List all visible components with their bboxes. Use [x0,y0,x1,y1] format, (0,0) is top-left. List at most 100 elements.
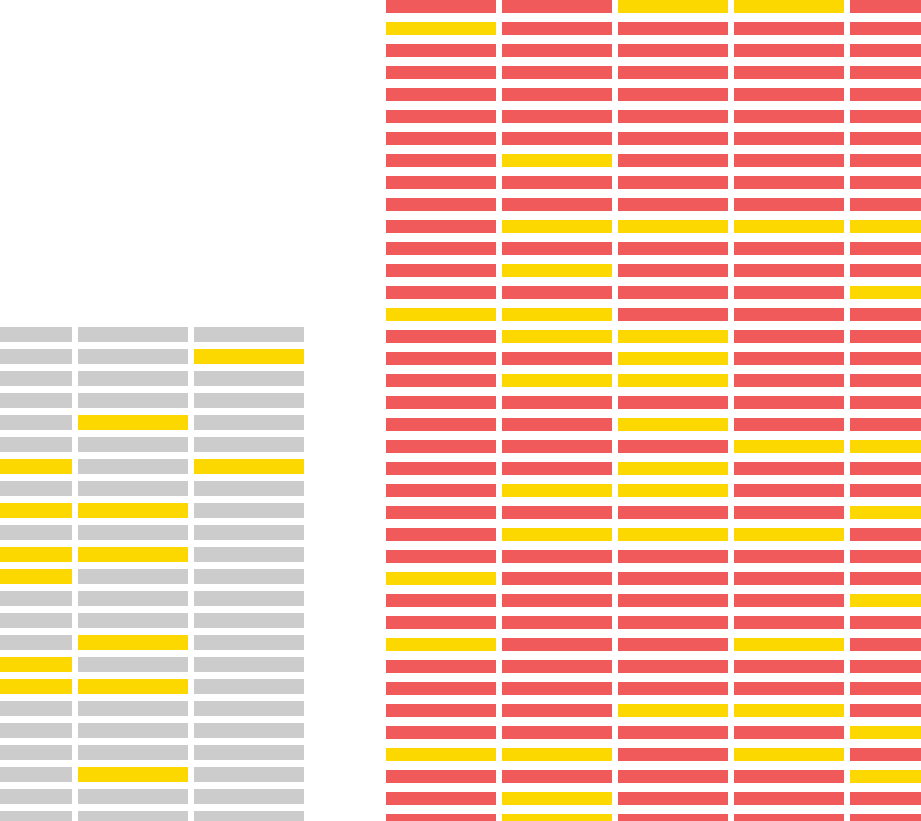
red-grid-cell-r8-c0 [386,176,496,189]
red-grid-cell-r24-c2 [618,528,728,541]
gray-grid-cell-r2-c2 [194,371,304,386]
gray-grid-cell-r2-c1 [78,371,188,386]
red-grid-cell-r20-c3 [734,440,844,453]
red-grid-cell-r14-c4 [850,308,921,321]
red-grid-cell-r23-c1 [502,506,612,519]
gray-grid-cell-r3-c0 [0,393,72,408]
gray-grid-cell-r18-c1 [78,723,188,738]
gray-grid-cell-r20-c0 [0,767,72,782]
red-grid-cell-r32-c0 [386,704,496,717]
red-grid-cell-r20-c1 [502,440,612,453]
red-grid-cell-r35-c4 [850,770,921,783]
red-grid-cell-r20-c4 [850,440,921,453]
gray-grid-cell-r14-c0 [0,635,72,650]
gray-grid-cell-r11-c0 [0,569,72,584]
red-grid-cell-r20-c2 [618,440,728,453]
red-grid-cell-r18-c2 [618,396,728,409]
red-grid-cell-r27-c1 [502,594,612,607]
red-grid-cell-r25-c4 [850,550,921,563]
red-grid-cell-r3-c3 [734,66,844,79]
red-grid-cell-r37-c0 [386,814,496,821]
red-grid-cell-r36-c0 [386,792,496,805]
red-grid-cell-r17-c1 [502,374,612,387]
red-grid-cell-r22-c4 [850,484,921,497]
gray-grid-cell-r14-c1 [78,635,188,650]
red-grid-cell-r21-c4 [850,462,921,475]
gray-grid-cell-r0-c0 [0,327,72,342]
red-grid-cell-r34-c0 [386,748,496,761]
red-grid-cell-r35-c1 [502,770,612,783]
red-grid-cell-r12-c0 [386,264,496,277]
red-grid-cell-r30-c0 [386,660,496,673]
red-grid-cell-r10-c2 [618,220,728,233]
red-grid-cell-r6-c4 [850,132,921,145]
red-grid-cell-r23-c4 [850,506,921,519]
red-grid-cell-r0-c2 [618,0,728,13]
red-grid-cell-r4-c0 [386,88,496,101]
red-grid-cell-r26-c2 [618,572,728,585]
red-grid-cell-r23-c2 [618,506,728,519]
gray-grid-cell-r4-c2 [194,415,304,430]
red-grid-cell-r15-c1 [502,330,612,343]
gray-grid-cell-r13-c2 [194,613,304,628]
red-grid-cell-r33-c4 [850,726,921,739]
gray-grid-cell-r0-c2 [194,327,304,342]
red-grid-cell-r9-c1 [502,198,612,211]
red-grid-cell-r2-c3 [734,44,844,57]
red-grid-cell-r19-c0 [386,418,496,431]
red-grid-cell-r15-c0 [386,330,496,343]
red-grid-cell-r5-c1 [502,110,612,123]
red-grid-cell-r28-c2 [618,616,728,629]
red-grid-cell-r19-c1 [502,418,612,431]
red-grid-cell-r0-c3 [734,0,844,13]
red-grid-cell-r11-c4 [850,242,921,255]
red-grid-cell-r6-c3 [734,132,844,145]
gray-grid-cell-r2-c0 [0,371,72,386]
gray-grid-cell-r13-c1 [78,613,188,628]
gray-grid-cell-r10-c0 [0,547,72,562]
red-grid-cell-r19-c3 [734,418,844,431]
red-grid-cell-r11-c0 [386,242,496,255]
gray-grid-cell-r10-c2 [194,547,304,562]
red-grid-cell-r33-c2 [618,726,728,739]
gray-grid-cell-r8-c2 [194,503,304,518]
red-grid-cell-r12-c4 [850,264,921,277]
red-grid-cell-r9-c2 [618,198,728,211]
red-grid-cell-r36-c2 [618,792,728,805]
gray-grid-cell-r3-c1 [78,393,188,408]
red-grid-cell-r12-c3 [734,264,844,277]
gray-grid-cell-r5-c1 [78,437,188,452]
red-grid-cell-r13-c0 [386,286,496,299]
red-grid-cell-r19-c2 [618,418,728,431]
red-grid-cell-r28-c0 [386,616,496,629]
red-grid-cell-r36-c1 [502,792,612,805]
red-grid-cell-r32-c1 [502,704,612,717]
red-grid-cell-r13-c1 [502,286,612,299]
gray-grid-cell-r3-c2 [194,393,304,408]
red-grid-cell-r34-c1 [502,748,612,761]
gray-grid-cell-r8-c1 [78,503,188,518]
red-grid-cell-r26-c3 [734,572,844,585]
gray-grid-cell-r1-c1 [78,349,188,364]
red-grid-cell-r29-c4 [850,638,921,651]
red-grid-cell-r5-c4 [850,110,921,123]
red-grid-cell-r1-c1 [502,22,612,35]
gray-grid-cell-r20-c1 [78,767,188,782]
red-grid-cell-r9-c0 [386,198,496,211]
red-grid-cell-r1-c2 [618,22,728,35]
red-grid-cell-r2-c1 [502,44,612,57]
red-grid-cell-r5-c3 [734,110,844,123]
gray-grid-cell-r15-c0 [0,657,72,672]
red-grid-cell-r6-c1 [502,132,612,145]
gray-grid-cell-r10-c1 [78,547,188,562]
red-grid-cell-r29-c0 [386,638,496,651]
red-grid-cell-r37-c3 [734,814,844,821]
gray-grid-cell-r6-c2 [194,459,304,474]
red-grid-cell-r21-c1 [502,462,612,475]
red-grid-cell-r27-c0 [386,594,496,607]
red-grid-cell-r23-c0 [386,506,496,519]
red-grid-cell-r2-c2 [618,44,728,57]
red-grid-cell-r16-c3 [734,352,844,365]
red-grid-cell-r24-c0 [386,528,496,541]
